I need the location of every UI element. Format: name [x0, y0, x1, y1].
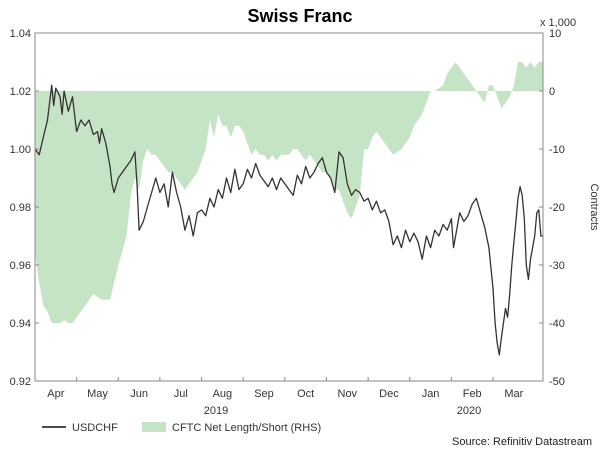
right-tick-label: 10: [549, 28, 561, 40]
legend-label-usdchf: USDCHF: [72, 422, 118, 434]
right-axis-label: Contracts: [588, 183, 600, 231]
right-tick-label: -10: [549, 144, 565, 156]
chart-title: Swiss Franc: [247, 6, 352, 26]
right-tick-label: -20: [549, 202, 565, 214]
x-tick-label: Sep: [254, 388, 274, 400]
usdchf-line: [34, 84, 543, 356]
left-axis: 1.04 1.02 1.00 0.98 0.96 0.94 0.92: [10, 28, 39, 388]
plot-area: [34, 62, 543, 356]
left-tick-label: 1.00: [10, 144, 31, 156]
left-tick-label: 1.02: [10, 86, 31, 98]
x-tick-label: Apr: [47, 388, 64, 400]
x-tick-label: Aug: [213, 388, 233, 400]
legend-label-cftc: CFTC Net Length/Short (RHS): [172, 422, 321, 434]
left-tick-label: 0.98: [10, 202, 31, 214]
right-tick-label: 0: [549, 86, 555, 98]
multiplier-label: x 1,000: [540, 17, 576, 29]
legend: USDCHF CFTC Net Length/Short (RHS): [42, 422, 321, 434]
left-tick-label: 0.96: [10, 260, 31, 272]
right-tick-label: -40: [549, 318, 565, 330]
right-tick-label: -50: [549, 376, 565, 388]
x-tick-label: Oct: [297, 388, 314, 400]
x-tick-label: Jan: [422, 388, 440, 400]
source-note: Source: Refinitiv Datastream: [452, 436, 592, 448]
cftc-area: [35, 62, 543, 323]
x-axis: Apr May Jun Jul Aug Sep Oct Nov Dec Jan Feb Mar: [47, 377, 524, 400]
legend-swatch-cftc: [142, 422, 166, 432]
x-tick-label: Feb: [463, 388, 482, 400]
year-label-2020: 2020: [457, 405, 481, 417]
left-tick-label: 1.04: [10, 28, 31, 40]
year-label-2019: 2019: [204, 405, 228, 417]
right-tick-label: -30: [549, 260, 565, 272]
x-tick-label: Jul: [174, 388, 188, 400]
left-tick-label: 0.92: [10, 376, 31, 388]
right-axis: 10 0 -10 -20 -30 -40 -50: [539, 28, 565, 388]
x-tick-label: Nov: [338, 388, 358, 400]
x-tick-label: May: [87, 388, 108, 400]
x-tick-label: Dec: [379, 388, 399, 400]
left-tick-label: 0.94: [10, 318, 31, 330]
x-tick-label: Mar: [504, 388, 523, 400]
x-tick-label: Jun: [130, 388, 148, 400]
